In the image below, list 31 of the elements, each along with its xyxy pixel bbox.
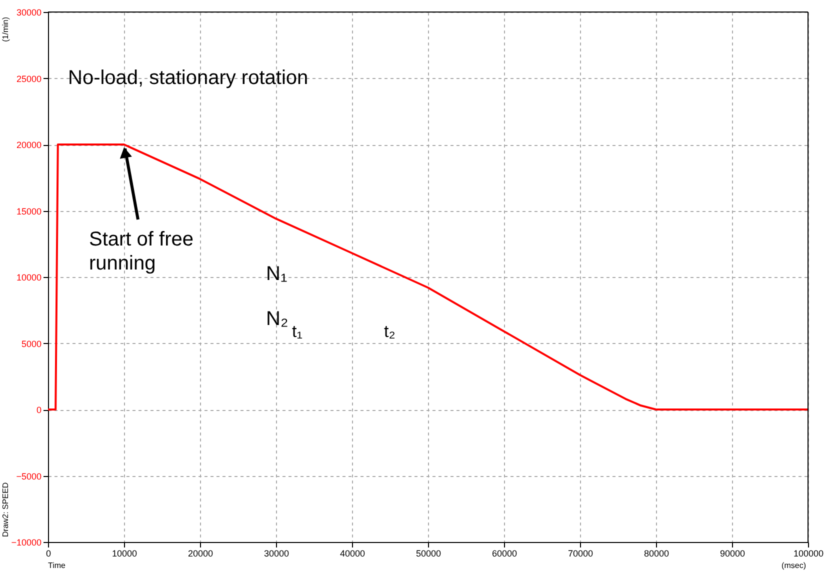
x-tick-label: 0 xyxy=(46,548,52,558)
x-tick-label: 60000 xyxy=(492,548,518,558)
x-axis-title: Time xyxy=(48,561,66,570)
y-tick-label: 25000 xyxy=(16,74,42,84)
y-tick-label: 15000 xyxy=(16,206,42,216)
annotation: No-load, stationary rotation xyxy=(68,67,308,89)
annotation: t₂ xyxy=(384,322,396,341)
text: (msec) xyxy=(782,561,806,570)
y-axis-title: (1/min) xyxy=(1,16,10,42)
y-tick-label: 30000 xyxy=(16,8,42,18)
annotation: N₁ xyxy=(266,263,288,285)
y-tick-label: −10000 xyxy=(11,538,42,548)
annotation: N₂ xyxy=(266,308,288,330)
x-tick-label: 80000 xyxy=(644,548,670,558)
y-tick-label: 20000 xyxy=(16,140,42,150)
line-series xyxy=(47,144,809,410)
x-tick-label: 70000 xyxy=(568,548,594,558)
y-tick-label: −5000 xyxy=(16,471,42,482)
annotation: t₁ xyxy=(292,322,303,341)
text: Draw2: SPEED xyxy=(1,482,10,537)
y-tick-label: 0 xyxy=(36,405,42,415)
annotation: Start of free running xyxy=(89,228,194,274)
y-tick-label: 10000 xyxy=(16,272,42,282)
x-tick-label: 30000 xyxy=(264,548,290,558)
x-tick-label: 50000 xyxy=(416,548,442,558)
x-tick-label: 90000 xyxy=(720,548,746,558)
x-tick-label: 20000 xyxy=(188,548,214,558)
y-tick-label: 5000 xyxy=(21,338,42,349)
x-tick-label: 10000 xyxy=(112,548,138,558)
x-tick-label: 40000 xyxy=(340,548,366,558)
x-tick-label: 100000 xyxy=(793,548,824,558)
